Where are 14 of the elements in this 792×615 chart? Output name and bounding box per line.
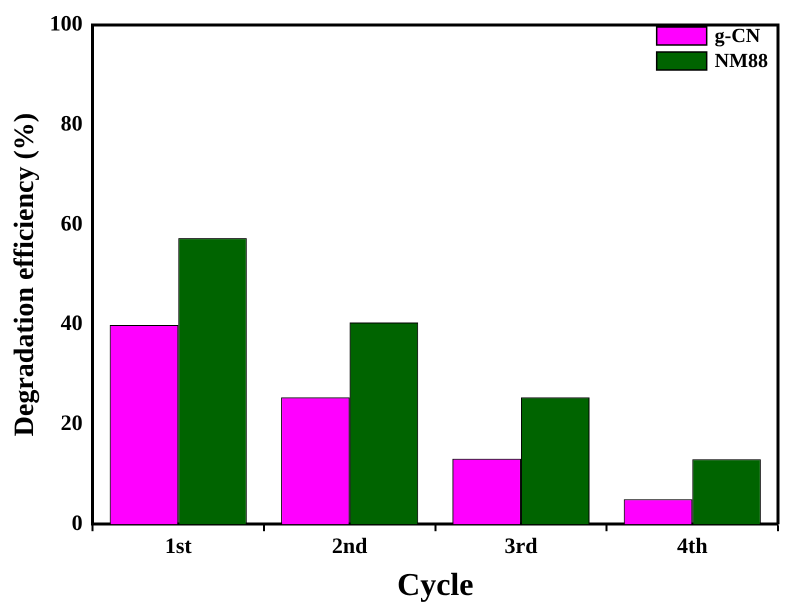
- legend-label: g-CN: [714, 25, 761, 48]
- x-tick-label: 3rd: [504, 533, 538, 558]
- x-tick-label: 4th: [677, 533, 708, 558]
- y-tick-label: 80: [60, 110, 83, 136]
- y-axis-title: Degradation efficiency (%): [9, 112, 40, 436]
- x-axis-title: Cycle: [397, 566, 474, 602]
- y-tick-label: 60: [60, 210, 83, 236]
- x-tick-label: 2nd: [332, 533, 368, 558]
- y-tick-label: 100: [50, 10, 83, 36]
- y-tick-label: 20: [60, 410, 83, 436]
- x-tick-label: 1st: [164, 533, 192, 558]
- legend-label: NM88: [714, 50, 768, 72]
- y-tick-label: 0: [72, 510, 83, 535]
- y-tick-label: 40: [60, 310, 83, 336]
